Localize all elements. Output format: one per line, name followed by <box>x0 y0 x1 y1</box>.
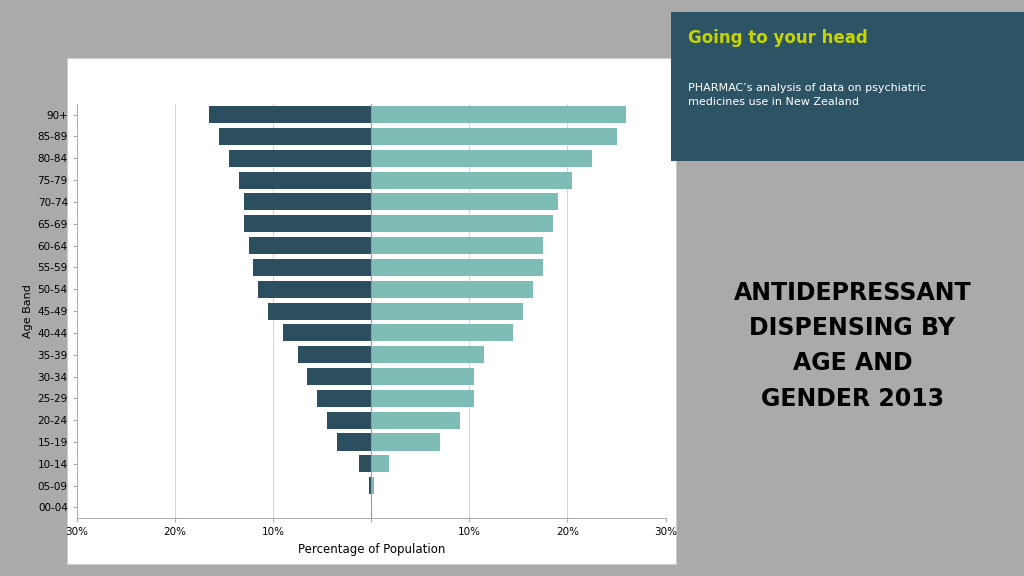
Text: PHARMAC’s analysis of data on psychiatric
medicines use in New Zealand: PHARMAC’s analysis of data on psychiatri… <box>688 84 927 107</box>
Bar <box>371 150 592 167</box>
Bar <box>371 390 474 407</box>
Bar <box>371 194 558 210</box>
Bar <box>283 324 371 342</box>
Bar <box>371 281 534 298</box>
Bar <box>258 281 371 298</box>
Bar <box>337 434 371 450</box>
Bar <box>371 128 616 145</box>
Bar <box>219 128 371 145</box>
Bar <box>371 412 460 429</box>
X-axis label: Percentage of Population: Percentage of Population <box>298 543 444 556</box>
Bar <box>371 172 572 188</box>
Bar <box>327 412 371 429</box>
Bar <box>371 346 484 363</box>
Bar <box>268 302 371 320</box>
Bar <box>370 477 371 494</box>
Bar <box>371 215 553 232</box>
Bar <box>239 172 371 188</box>
Bar <box>371 302 523 320</box>
Bar <box>371 237 543 254</box>
Y-axis label: Age Band: Age Band <box>24 284 34 338</box>
Bar <box>317 390 371 407</box>
Bar <box>371 434 440 450</box>
Bar <box>371 455 389 472</box>
Bar <box>371 106 627 123</box>
Bar <box>371 368 474 385</box>
Text: Going to your head: Going to your head <box>688 29 868 47</box>
Bar <box>244 215 371 232</box>
Bar <box>371 324 513 342</box>
Bar <box>371 477 374 494</box>
Bar <box>298 346 371 363</box>
Bar <box>307 368 371 385</box>
Bar <box>359 455 371 472</box>
Bar <box>249 237 371 254</box>
Bar <box>371 259 543 276</box>
Bar <box>229 150 371 167</box>
Bar <box>244 194 371 210</box>
Text: ANTIDEPRESSANT
DISPENSING BY
AGE AND
GENDER 2013: ANTIDEPRESSANT DISPENSING BY AGE AND GEN… <box>733 281 972 411</box>
Bar <box>209 106 371 123</box>
Bar <box>254 259 371 276</box>
